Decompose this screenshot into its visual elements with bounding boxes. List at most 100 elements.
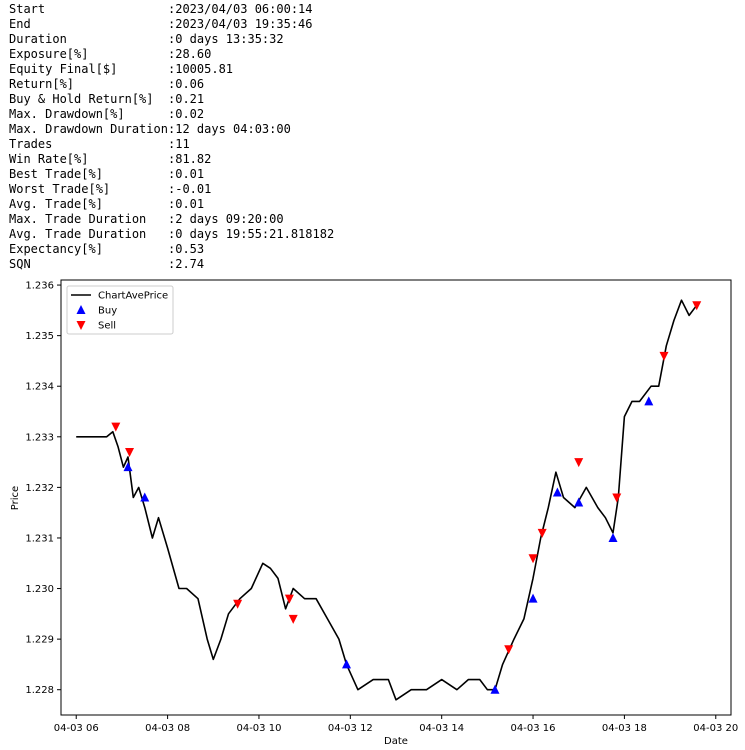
stat-row: Max. Trade Duration :2 days 09:20:00 [9,212,334,227]
y-tick-label: 1.234 [25,382,54,393]
buy-marker [490,684,500,694]
price-chart: 04-03 06 04-03 08 04-03 10 04-03 12 04-03 14… [10,279,738,747]
stat-row: Trades :11 [9,137,334,152]
buy-marker [644,396,654,406]
x-axis-title: Date [384,736,408,747]
stat-row: Win Rate[%] :81.82 [9,152,334,167]
stat-value: :28.60 [168,47,212,61]
stat-row: SQN :2.74 [9,257,334,272]
sell-marker [504,645,514,655]
legend-label: ChartAvePrice [98,291,168,302]
stat-key: Buy & Hold Return[%] [9,92,154,106]
legend: ChartAvePrice Buy Sell [66,285,174,335]
stat-row: Max. Drawdown[%] :0.02 [9,107,334,122]
sell-marker [284,594,294,604]
sell-marker [233,599,243,609]
stat-key: Expectancy[%] [9,242,103,256]
x-tick-label: 04-03 10 [236,723,281,734]
stat-value: :2 days 09:20:00 [168,212,284,226]
y-tick-label: 1.228 [25,685,54,696]
plot-frame [60,279,732,716]
stat-row: Best Trade[%] :0.01 [9,167,334,182]
stat-value: :0.06 [168,77,205,91]
stat-value: :0 days 19:55:21.818182 [168,227,335,241]
stat-key: Best Trade[%] [9,167,103,181]
axes: 04-03 06 04-03 08 04-03 10 04-03 12 04-03 14… [25,279,738,734]
stat-value: :2023/04/03 06:00:14 [168,2,313,16]
stat-key: Avg. Trade Duration [9,227,147,241]
stat-row: Avg. Trade[%] :0.01 [9,197,334,212]
legend-sell-swatch [76,321,86,330]
stat-row: End :2023/04/03 19:35:46 [9,17,334,32]
legend-label: Sell [98,321,116,332]
stat-key: Start [9,2,46,16]
plot-area [76,299,702,701]
stat-value: :2023/04/03 19:35:46 [168,17,313,31]
buy-marker [342,659,352,669]
stat-value: :0.02 [168,107,205,121]
stat-value: :2.74 [168,257,205,271]
stat-row: Return[%] :0.06 [9,77,334,92]
x-tick-label: 04-03 08 [145,723,190,734]
stat-key: Exposure[%] [9,47,89,61]
stat-row: Start :2023/04/03 06:00:14 [9,2,334,17]
stat-value: :0.01 [168,197,205,211]
legend-buy-swatch [76,305,86,314]
y-tick-label: 1.231 [25,533,54,544]
x-tick-label: 04-03 06 [54,723,99,734]
stat-row: Duration:0 days 13:35:32 [9,32,334,47]
stat-row: Buy & Hold Return[%]:0.21 [9,92,334,107]
stat-key: Max. Trade Duration [9,212,147,226]
buy-marker [574,497,584,507]
x-tick-label: 04-03 12 [328,723,373,734]
y-tick-label: 1.230 [25,584,54,595]
buy-marker [608,532,618,542]
stat-row: Max. Drawdown Duration:12 days 04:03:00 [9,122,334,137]
stat-value: :11 [168,137,190,151]
sell-marker [288,614,298,624]
stat-value: :81.82 [168,152,212,166]
x-tick-label: 04-03 20 [693,723,738,734]
stat-key: Max. Drawdown[%] [9,107,125,121]
x-tick-label: 04-03 18 [602,723,647,734]
sell-marker [111,422,121,432]
stat-row: Avg. Trade Duration :0 days 19:55:21.8181… [9,227,334,242]
legend-label: Buy [98,306,117,317]
x-tick-label: 04-03 16 [511,723,556,734]
y-tick-label: 1.229 [25,635,54,646]
series-line [76,299,698,701]
sell-marker [612,493,622,503]
sell-marker [659,351,669,361]
buy-marker [123,462,133,472]
stat-value: :12 days 04:03:00 [168,122,291,136]
stat-key: Win Rate[%] [9,152,89,166]
y-axis-title: Price [10,486,21,510]
stat-value: :0.53 [168,242,205,256]
y-tick-label: 1.232 [25,483,54,494]
stat-value: :-0.01 [168,182,212,196]
buy-marker [140,492,150,502]
stat-key: SQN [9,257,31,271]
sell-marker [528,554,538,564]
stat-key: Trades [9,137,53,151]
stat-key: Return[%] [9,77,75,91]
y-tick-label: 1.236 [25,281,54,292]
stat-row: Worst Trade[%] :-0.01 [9,182,334,197]
stat-key: Avg. Trade[%] [9,197,103,211]
sell-marker [125,447,135,457]
stat-row: Equity Final[$] :10005.81 [9,62,334,77]
sell-marker [692,301,702,311]
buy-marker [528,593,538,603]
stats-panel: Start :2023/04/03 06:00:14 End :2023/04/03 … [9,2,334,272]
sell-marker [537,528,547,538]
stat-key: Equity Final[$] [9,62,118,76]
stat-key: Worst Trade[%] [9,182,111,196]
stat-key: End [9,17,31,31]
stat-value: :0.01 [168,167,205,181]
stat-key: Duration [9,32,67,46]
sell-marker [574,458,584,468]
y-tick-label: 1.233 [25,432,54,443]
stat-value: :10005.81 [168,62,234,76]
stat-key: Max. Drawdown Duration [9,122,168,136]
legend-box [66,285,174,335]
